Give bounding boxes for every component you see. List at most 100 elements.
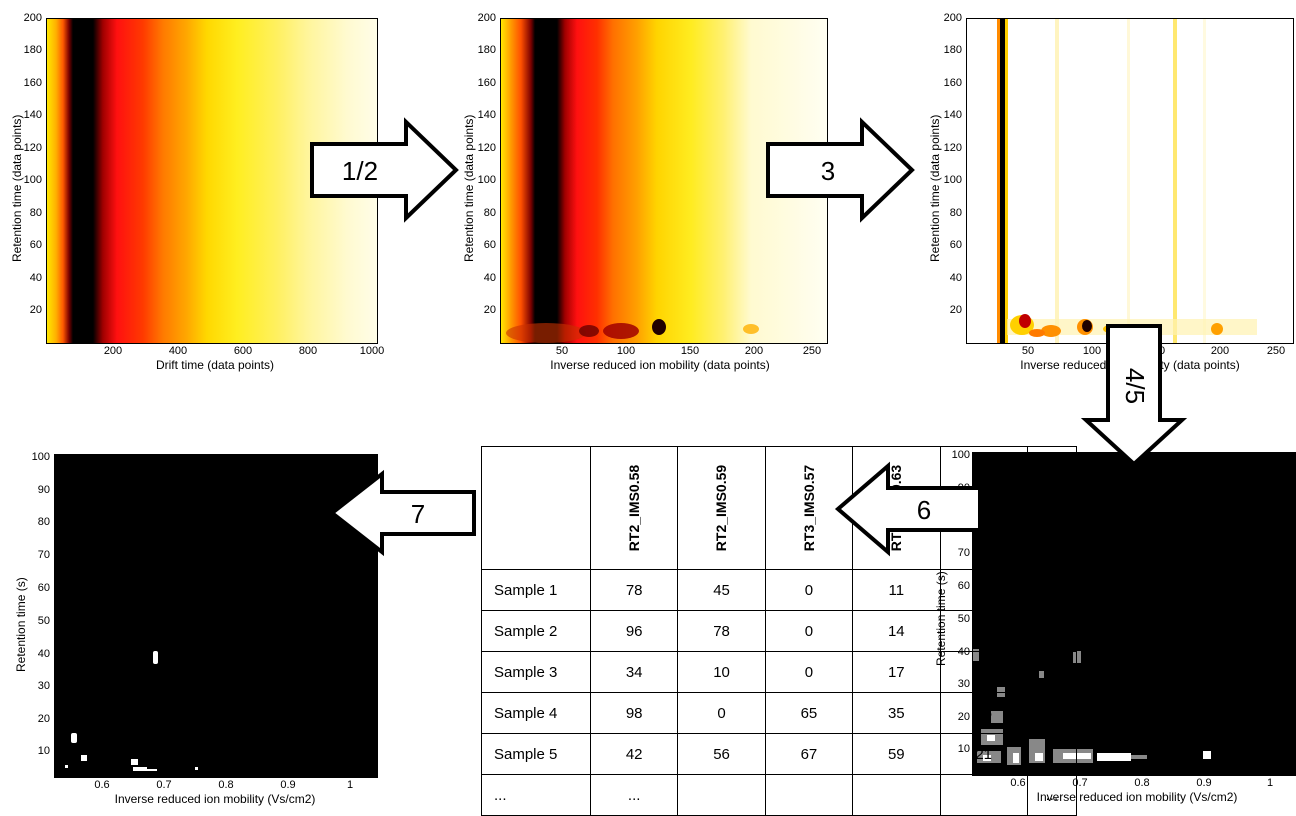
x-axis-label: Inverse reduced ion mobility (data point… — [550, 358, 770, 372]
table-cell: ... — [1026, 774, 1077, 816]
table-cell: 45 — [939, 610, 1028, 652]
y-tick: 80 — [483, 207, 496, 219]
row-label: ... — [481, 774, 591, 816]
heatmap-peaks — [506, 319, 759, 343]
table-cell: 25 — [939, 692, 1028, 734]
x-tick: 1 — [1266, 777, 1274, 789]
table-cell: 0 — [764, 651, 854, 693]
y-tick: 180 — [477, 44, 496, 56]
x-tick: 1000 — [359, 345, 385, 357]
y-tick: 140 — [943, 109, 962, 121]
peak-intensity-table: RT2_IMS0.58 RT2_IMS0.59 RT3_IMS0.57 RT7_… — [481, 446, 1077, 816]
y-tick: 20 — [483, 304, 496, 316]
step-arrow-4-5: 4/5 — [1080, 324, 1188, 467]
heatmap-denoised — [966, 18, 1294, 344]
y-tick: 30 — [37, 680, 50, 692]
table-cell: 17 — [852, 651, 941, 693]
table-cell: 0 — [939, 651, 1028, 693]
table-header-cell: ... — [1026, 446, 1077, 570]
table-cell: 10 — [677, 651, 766, 693]
row-label: Sample 4 — [481, 692, 591, 734]
x-tick: 250 — [802, 345, 822, 357]
table-cell: 0 — [677, 692, 766, 734]
column-header: RT2_IMS0.59 — [713, 464, 730, 552]
row-label: Sample 1 — [481, 569, 591, 611]
row-label: Sample 3 — [481, 651, 591, 693]
x-tick: 0.8 — [1134, 777, 1150, 789]
table-cell: 67 — [764, 733, 854, 775]
y-tick: 100 — [943, 174, 962, 186]
x-tick: 0.7 — [1072, 777, 1088, 789]
table-cell: 88 — [939, 569, 1028, 611]
y-tick: 80 — [37, 516, 50, 528]
y-tick: 10 — [37, 745, 50, 757]
binary-peaks — [65, 651, 198, 771]
x-tick: 0.9 — [1196, 777, 1212, 789]
table-row: Sample 1 78 45 0 11 88 — [481, 569, 1077, 611]
table-row: Sample 2 96 78 0 14 45 — [481, 610, 1077, 652]
y-tick: 200 — [477, 12, 496, 24]
table-cell: 0 — [764, 610, 854, 652]
y-tick: 40 — [37, 648, 50, 660]
column-header: RT2_IMS0.58 — [626, 464, 643, 552]
table-cell — [1026, 569, 1077, 611]
table-cell: 0 — [764, 569, 854, 611]
table-cell — [852, 774, 941, 816]
y-tick: 100 — [23, 174, 42, 186]
table-cell — [939, 774, 1028, 816]
y-tick: 160 — [943, 77, 962, 89]
y-tick: 40 — [949, 272, 962, 284]
table-row: Sample 3 34 10 0 17 0 — [481, 651, 1077, 693]
x-tick: 200 — [1210, 345, 1230, 357]
y-tick: 140 — [23, 109, 42, 121]
column-header: ... — [1046, 553, 1058, 569]
y-tick: 120 — [477, 142, 496, 154]
peak-map-binary — [54, 454, 378, 778]
x-tick: 0.7 — [156, 779, 172, 791]
table-cell: 34 — [589, 651, 679, 693]
y-tick: 200 — [943, 12, 962, 24]
table-row: Sample 4 98 0 65 35 25 — [481, 692, 1077, 734]
y-tick: 100 — [31, 451, 50, 463]
y-tick: 20 — [29, 304, 42, 316]
table-header-cell: RT2_IMS0.58 — [589, 446, 679, 570]
y-tick: 200 — [23, 12, 42, 24]
x-tick: 250 — [1266, 345, 1286, 357]
x-tick: 50 — [1021, 345, 1035, 357]
y-tick: 80 — [949, 207, 962, 219]
table-cell: ... — [589, 774, 679, 816]
table-header-row: RT2_IMS0.58 RT2_IMS0.59 RT3_IMS0.57 RT7_… — [481, 446, 1077, 570]
table-cell — [1026, 651, 1077, 693]
table-row: ... ... ... — [481, 774, 1077, 816]
arrow-label: 4/5 — [1120, 368, 1150, 404]
y-tick: 160 — [23, 77, 42, 89]
y-tick: 70 — [37, 549, 50, 561]
y-tick: 60 — [29, 239, 42, 251]
x-axis-label: Inverse reduced ion mobility (Vs/cm2) — [1036, 790, 1238, 804]
table-cell: 65 — [764, 692, 854, 734]
table-cell: 45 — [677, 569, 766, 611]
step-arrow-1-2: 1/2 — [310, 117, 459, 223]
y-tick: 60 — [37, 582, 50, 594]
heatmap-peaks — [997, 19, 1257, 343]
y-tick: 60 — [483, 239, 496, 251]
y-tick: 140 — [477, 109, 496, 121]
table-cell — [1026, 692, 1077, 734]
y-tick: 90 — [37, 484, 50, 496]
y-tick: 40 — [29, 272, 42, 284]
table-cell: 78 — [589, 569, 679, 611]
x-tick: 800 — [298, 345, 318, 357]
x-axis-label: Inverse reduced ion mobility (Vs/cm2) — [114, 792, 316, 806]
y-tick: 160 — [477, 77, 496, 89]
x-tick: 400 — [168, 345, 188, 357]
table-cell: 21 — [939, 733, 1028, 775]
x-tick: 0.8 — [218, 779, 234, 791]
y-tick: 120 — [943, 142, 962, 154]
column-header: RT3_IMS0.57 — [800, 464, 817, 552]
x-tick: 150 — [680, 345, 700, 357]
table-cell: 59 — [852, 733, 941, 775]
y-tick: 120 — [23, 142, 42, 154]
arrow-label: 3 — [821, 156, 835, 186]
step-arrow-6: 6 — [834, 461, 982, 557]
y-tick: 60 — [949, 239, 962, 251]
